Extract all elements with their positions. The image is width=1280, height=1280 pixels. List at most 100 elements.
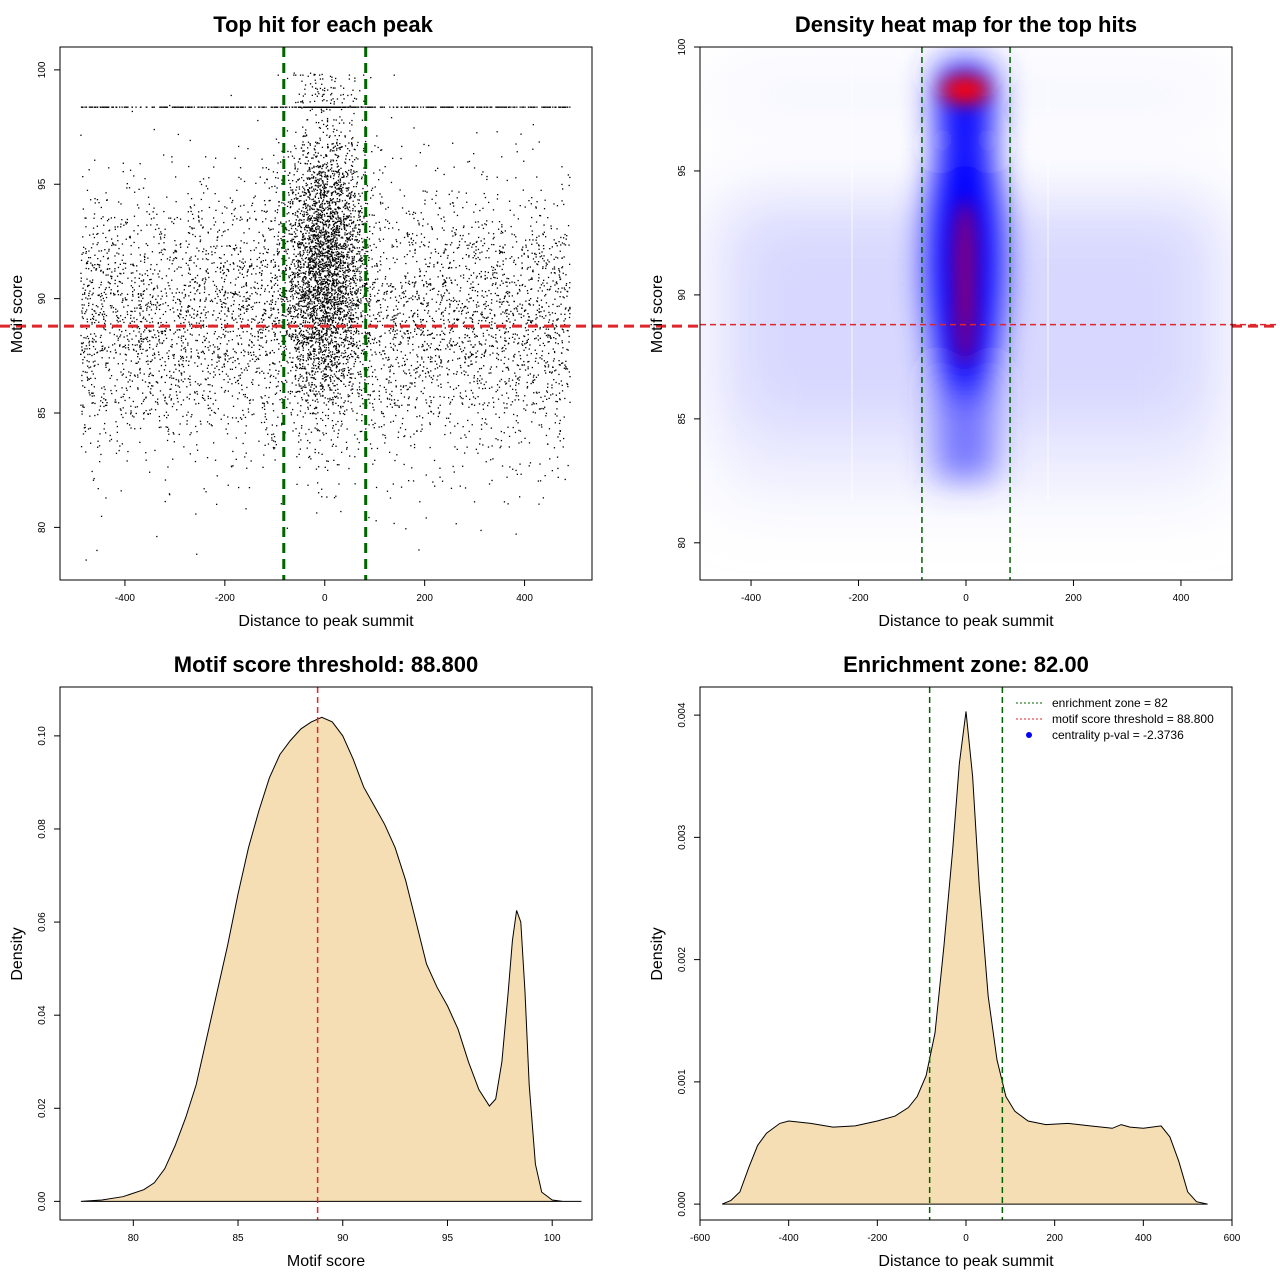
scatter-point	[177, 385, 179, 387]
scatter-point	[84, 312, 86, 315]
scatter-point	[485, 461, 487, 463]
scatter-point	[105, 192, 107, 194]
scatter-point	[549, 288, 551, 290]
scatter-point	[307, 331, 309, 333]
scatter-point	[483, 242, 486, 245]
scatter-point	[249, 265, 251, 267]
scatter-point	[417, 309, 419, 311]
scatter-point	[172, 299, 174, 301]
scatter-point	[258, 321, 261, 323]
scatter-point	[395, 299, 398, 302]
scatter-point	[506, 315, 508, 318]
scatter-point	[383, 293, 385, 295]
scatter-point	[300, 195, 302, 197]
scatter-point	[390, 283, 392, 285]
scatter-point	[261, 332, 263, 334]
scatter-point	[295, 268, 297, 270]
scatter-point	[525, 244, 527, 246]
scatter-point	[121, 374, 123, 376]
scatter-point	[422, 370, 424, 372]
scatter-point	[209, 384, 211, 386]
scatter-point	[495, 366, 498, 368]
scatter-point	[115, 244, 117, 246]
scatter-point	[103, 328, 105, 330]
scatter-point	[371, 447, 373, 450]
scatter-point	[173, 218, 176, 220]
scatter-point	[108, 167, 110, 169]
scatter-point	[265, 218, 267, 220]
scatter-point	[297, 259, 299, 261]
scatter-point	[207, 384, 209, 386]
scatter-point	[448, 292, 450, 294]
scatter-point	[392, 286, 395, 288]
scatter-point	[473, 153, 475, 155]
scatter-point	[511, 233, 513, 235]
scatter-point	[388, 380, 390, 382]
scatter-point	[172, 307, 174, 309]
scatter-point	[216, 475, 218, 477]
scatter-point	[304, 368, 307, 370]
scatter-point	[232, 262, 234, 264]
scatter-point	[188, 269, 191, 271]
scatter-point	[186, 423, 188, 425]
scatter-point	[118, 402, 120, 404]
scatter-point	[448, 277, 451, 279]
scatter-point	[165, 321, 168, 324]
scatter-point	[429, 315, 431, 317]
scatter-point	[265, 354, 267, 356]
scatter-point	[380, 368, 383, 370]
scatter-point	[543, 360, 545, 362]
scatter-point	[190, 316, 193, 318]
scatter-point	[161, 332, 163, 334]
scatter-point	[319, 291, 322, 293]
scatter-point	[204, 281, 206, 283]
scatter-point	[429, 334, 431, 336]
scatter-point	[270, 281, 272, 283]
scatter-point	[393, 321, 395, 323]
scatter-point	[554, 370, 556, 372]
scatter-point	[246, 271, 248, 273]
scatter-point	[439, 270, 441, 272]
scatter-point	[553, 268, 556, 270]
scatter-point	[88, 344, 91, 346]
scatter-point	[114, 282, 116, 285]
scatter-point	[463, 370, 465, 372]
scatter-point	[486, 277, 488, 279]
scatter-point	[279, 294, 281, 296]
scatter-point	[461, 402, 463, 404]
scatter-point	[258, 440, 260, 442]
scatter-point	[175, 244, 177, 246]
scatter-point	[107, 268, 109, 270]
scatter-point	[182, 365, 185, 368]
scatter-point	[103, 393, 105, 395]
scatter-point	[500, 359, 502, 361]
scatter-point	[173, 311, 175, 313]
scatter-point	[506, 392, 508, 394]
scatter-point	[278, 320, 280, 322]
scatter-point	[106, 404, 108, 406]
scatter-point	[363, 295, 365, 297]
scatter-point	[342, 328, 344, 330]
scatter-point	[247, 269, 249, 271]
scatter-point	[430, 333, 432, 335]
scatter-point	[171, 292, 173, 294]
scatter-point	[109, 283, 111, 285]
scatter-point	[147, 302, 150, 304]
scatter-point	[173, 403, 175, 405]
scatter-point	[480, 428, 483, 430]
scatter-point	[114, 343, 116, 345]
scatter-point	[165, 328, 167, 330]
scatter-point	[142, 348, 144, 350]
scatter-point	[115, 401, 117, 403]
scatter-point	[558, 305, 560, 307]
scatter-point	[145, 327, 148, 329]
scatter-point	[545, 262, 547, 264]
scatter-point	[258, 358, 260, 360]
scatter-point	[140, 293, 142, 295]
scatter-point	[554, 242, 557, 244]
scatter-point	[357, 267, 359, 269]
scatter-point	[122, 298, 124, 300]
scatter-point	[122, 396, 124, 398]
scatter-point	[490, 427, 492, 429]
scatter-point	[261, 407, 264, 409]
